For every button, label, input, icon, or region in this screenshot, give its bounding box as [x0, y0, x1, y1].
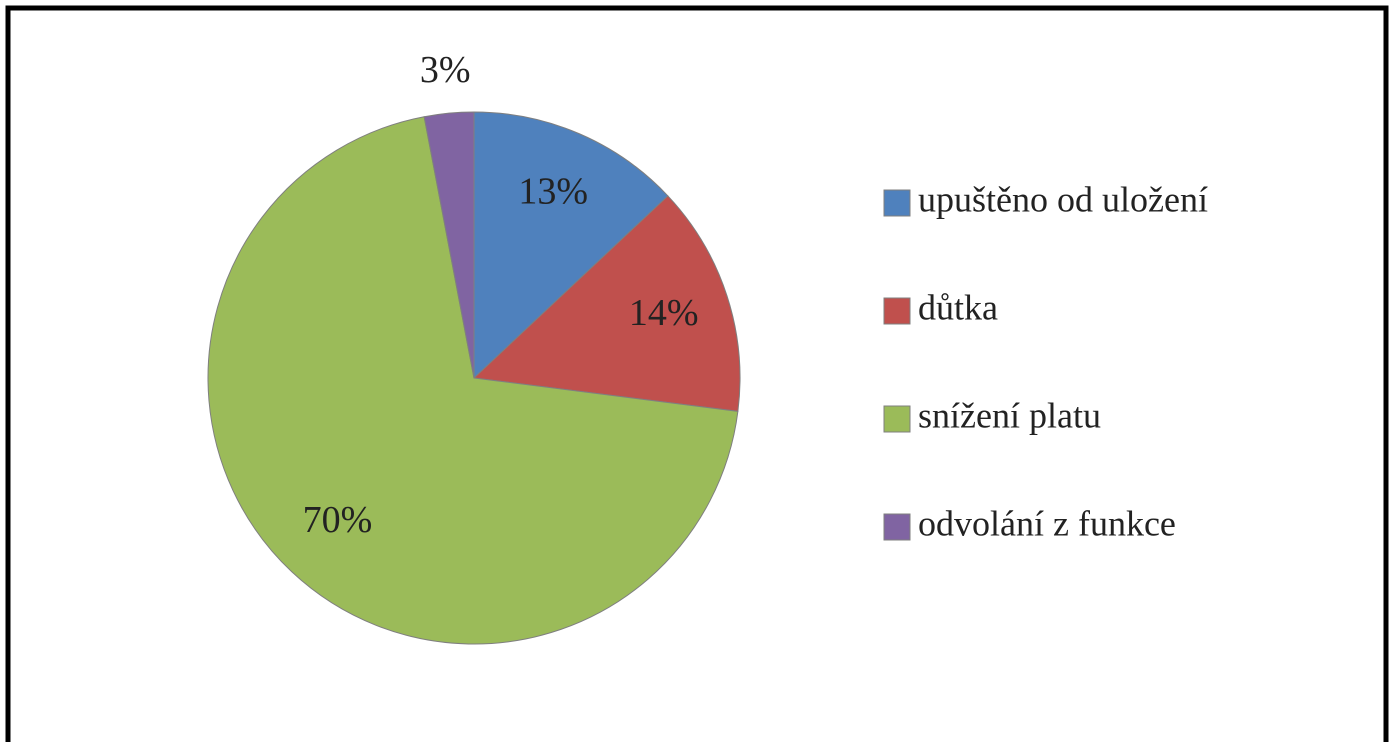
- legend-label: snížení platu: [918, 395, 1101, 435]
- pie-slice: [207, 116, 739, 645]
- data-label: 13%: [518, 171, 588, 213]
- pie-slice: [472, 195, 741, 412]
- legend-swatch: [883, 297, 911, 325]
- legend-swatch: [883, 405, 911, 433]
- pie-slice: [423, 111, 475, 379]
- data-label: 14%: [629, 292, 699, 334]
- data-label: 70%: [303, 499, 373, 541]
- legend-label: důtka: [918, 287, 998, 327]
- data-label: 3%: [420, 49, 471, 91]
- legend-swatch: [883, 189, 911, 217]
- legend-label: odvolání z funkce: [918, 503, 1176, 543]
- legend-swatch: [883, 513, 911, 541]
- pie-slice: [473, 111, 669, 380]
- legend-label: upuštěno od uložení: [918, 179, 1208, 219]
